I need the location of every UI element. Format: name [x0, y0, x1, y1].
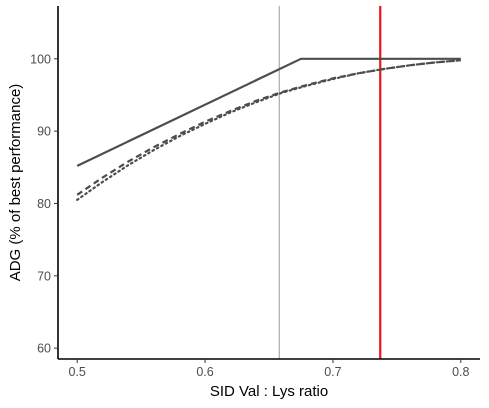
y-tick-label: 90 [37, 125, 51, 139]
x-axis-title: SID Val : Lys ratio [210, 383, 328, 400]
series-line-dashed [76, 59, 461, 196]
x-axis-ticks: 0.5 0.6 0.7 0.8 [68, 359, 470, 379]
y-tick-label: 80 [37, 197, 51, 211]
x-tick-label: 0.8 [452, 365, 469, 379]
y-tick-label: 70 [37, 269, 51, 283]
y-axis-title: ADG (% of best performance) [7, 84, 24, 282]
series-line-solid [76, 57, 461, 167]
y-axis-ticks: 60 70 80 90 100 [30, 52, 58, 356]
y-tick-label: 60 [37, 342, 51, 356]
plot-area [76, 6, 462, 359]
x-tick-label: 0.5 [68, 365, 85, 379]
series-line-dotted [76, 59, 462, 201]
y-tick-label: 100 [30, 52, 51, 66]
x-tick-label: 0.6 [196, 365, 213, 379]
x-tick-label: 0.7 [324, 365, 341, 379]
